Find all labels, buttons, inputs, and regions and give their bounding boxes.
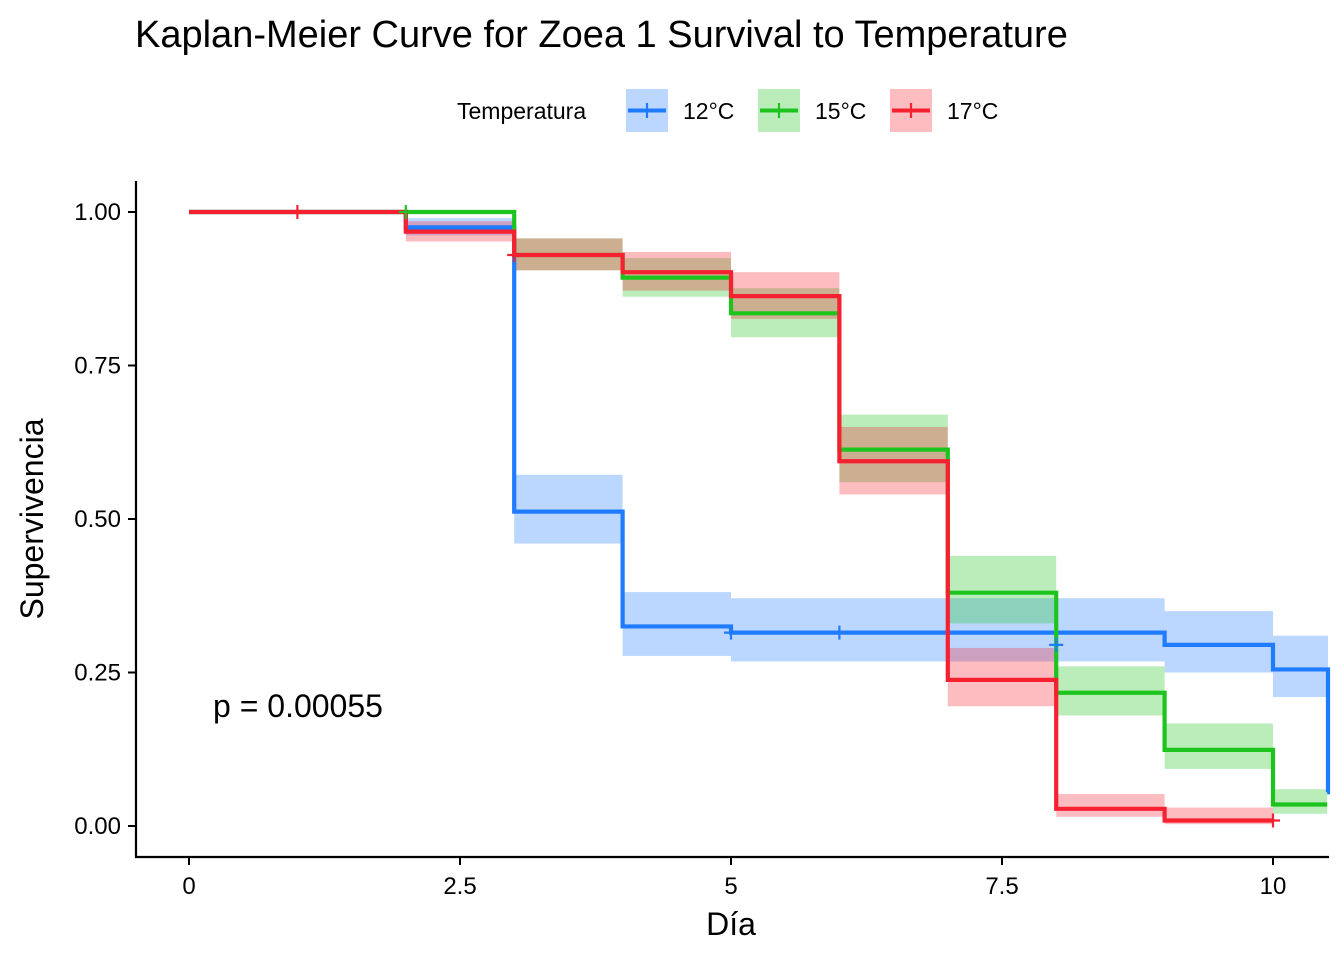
legend-label: 12°C [683, 98, 734, 124]
censor-mark-17c [290, 205, 305, 219]
chart-title: Kaplan-Meier Curve for Zoea 1 Survival t… [135, 14, 1068, 56]
ci-band-12c [1273, 635, 1328, 698]
ci-band-15c [947, 555, 1057, 624]
censor-mark-12c [1049, 637, 1064, 652]
survival-line-17c [189, 209, 1273, 823]
y-tick-label: 1.00 [74, 199, 121, 226]
y-tick-label: 0.50 [74, 506, 121, 533]
legend-label: 17°C [947, 98, 998, 124]
censor-mark-17c [507, 247, 522, 262]
censor-mark-12c [832, 625, 847, 640]
x-tick-label: 2.5 [443, 873, 476, 900]
axes: 0.00 0.25 0.50 0.75 1.00 0 2.5 5 7.5 10 [74, 181, 1329, 900]
ci-band-15c [1273, 789, 1328, 814]
p-value-annotation: p = 0.00055 [213, 688, 383, 724]
x-axis-title: Día [706, 906, 756, 942]
x-tick-label: 5 [724, 873, 737, 900]
x-tick-label: 7.5 [985, 873, 1018, 900]
ci-band-15c [1164, 723, 1273, 769]
ci-band-12c [622, 592, 731, 656]
ci-band-12c [514, 474, 623, 544]
legend-item-12c: 12°C [626, 89, 734, 132]
y-tick-label: 0.00 [74, 813, 121, 840]
y-tick-label: 0.75 [74, 353, 121, 380]
censor-mark-17c [1266, 813, 1280, 828]
ci-band-17c [947, 647, 1057, 707]
y-axis-title: Supervivencia [14, 418, 50, 619]
legend-item-17c: 17°C [890, 89, 998, 132]
plot-area [189, 205, 1331, 828]
legend-item-15c: 15°C [758, 89, 866, 132]
censor-mark-15c [398, 205, 413, 219]
x-tick-label: 10 [1260, 873, 1287, 900]
legend-label: 15°C [815, 98, 866, 124]
legend: Temperatura 12°C 15°C 17°C [457, 89, 998, 132]
ci-band-17c [1056, 794, 1165, 817]
legend-title: Temperatura [457, 98, 586, 124]
censor-mark-12c [724, 625, 738, 640]
y-tick-label: 0.25 [74, 660, 121, 687]
x-tick-label: 0 [182, 873, 195, 900]
ci-band-12c [1164, 611, 1273, 673]
